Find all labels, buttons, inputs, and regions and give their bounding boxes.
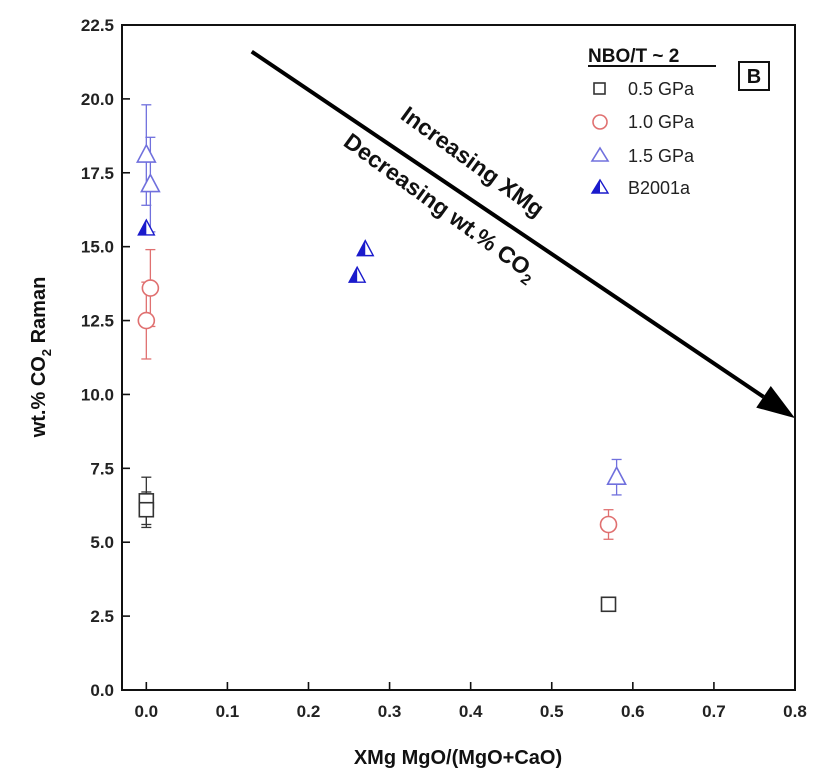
legend-marker-1-5-gpa <box>590 146 610 162</box>
point-1-0-gpa <box>141 279 160 297</box>
y-tick-label: 0.0 <box>90 681 114 700</box>
panel-label-box <box>738 61 770 91</box>
legend-label-0-5-gpa: 0.5 GPa <box>628 79 695 99</box>
y-tick-label: 20.0 <box>81 90 114 109</box>
point-0-5-gpa <box>138 501 155 518</box>
y-tick-label: 10.0 <box>81 385 114 404</box>
y-axis-title-subscript: 2 <box>39 349 54 356</box>
trend-arrow-shaft <box>250 49 765 399</box>
legend-marker-0-5-gpa <box>593 82 606 95</box>
point-1-0-gpa <box>137 311 156 330</box>
y-tick-label: 15.0 <box>81 238 114 257</box>
legend: NBO/T ~ 2 0.5 GPa 1.0 GPa 1.5 GPa B2001a <box>588 46 716 198</box>
y-tick-label: 2.5 <box>90 607 114 626</box>
x-tick-label: 0.4 <box>459 702 483 721</box>
legend-label-b2001a: B2001a <box>628 178 691 198</box>
point-1-5-gpa <box>140 172 161 193</box>
point-1-0-gpa <box>599 515 618 534</box>
trend-arrow-layer <box>250 49 795 419</box>
x-tick-label: 0.1 <box>216 702 240 721</box>
y-tick-label: 5.0 <box>90 533 114 552</box>
x-tick-label: 0.7 <box>702 702 726 721</box>
trend-arrow-head <box>756 386 795 419</box>
y-tick-label: 22.5 <box>81 16 114 35</box>
panel-label: B <box>747 66 761 88</box>
legend-title: NBO/T ~ 2 <box>588 46 679 67</box>
x-axis-title: XMg MgO/(MgO+CaO) <box>354 747 562 769</box>
legend-label-1-0-gpa: 1.0 GPa <box>628 112 695 132</box>
legend-marker-1-0-gpa <box>592 114 608 130</box>
y-axis-title: wt.% CO2 Raman <box>28 277 54 439</box>
y-tick-label: 7.5 <box>90 459 114 478</box>
y-axis-title-main: wt.% CO <box>28 356 50 438</box>
x-tick-label: 0.6 <box>621 702 645 721</box>
point-1-5-gpa <box>606 465 627 486</box>
point-b2001a-fill <box>349 267 358 283</box>
point-1-5-gpa <box>135 143 157 163</box>
plot-frame <box>121 24 796 691</box>
y-tick-label: 17.5 <box>81 164 114 183</box>
x-tick-label: 0.0 <box>135 702 159 721</box>
y-tick-label: 12.5 <box>81 312 114 331</box>
legend-marker-b2001a-fill <box>592 180 600 193</box>
x-tick-label: 0.8 <box>783 702 807 721</box>
point-b2001a-fill <box>138 219 147 235</box>
ticks-layer: 0.0 0.1 0.2 0.3 0.4 0.5 0.6 0.7 0.8 0.0 2.5 5.0 7.5 1… <box>81 16 807 721</box>
point-0-5-gpa <box>600 596 617 613</box>
point-b2001a-fill <box>357 240 366 256</box>
x-tick-label: 0.2 <box>297 702 321 721</box>
y-axis-title-suffix: Raman <box>28 277 50 349</box>
data-points-layer <box>135 143 627 613</box>
x-tick-label: 0.3 <box>378 702 402 721</box>
x-tick-label: 0.5 <box>540 702 564 721</box>
legend-label-1-5-gpa: 1.5 GPa <box>628 146 695 166</box>
